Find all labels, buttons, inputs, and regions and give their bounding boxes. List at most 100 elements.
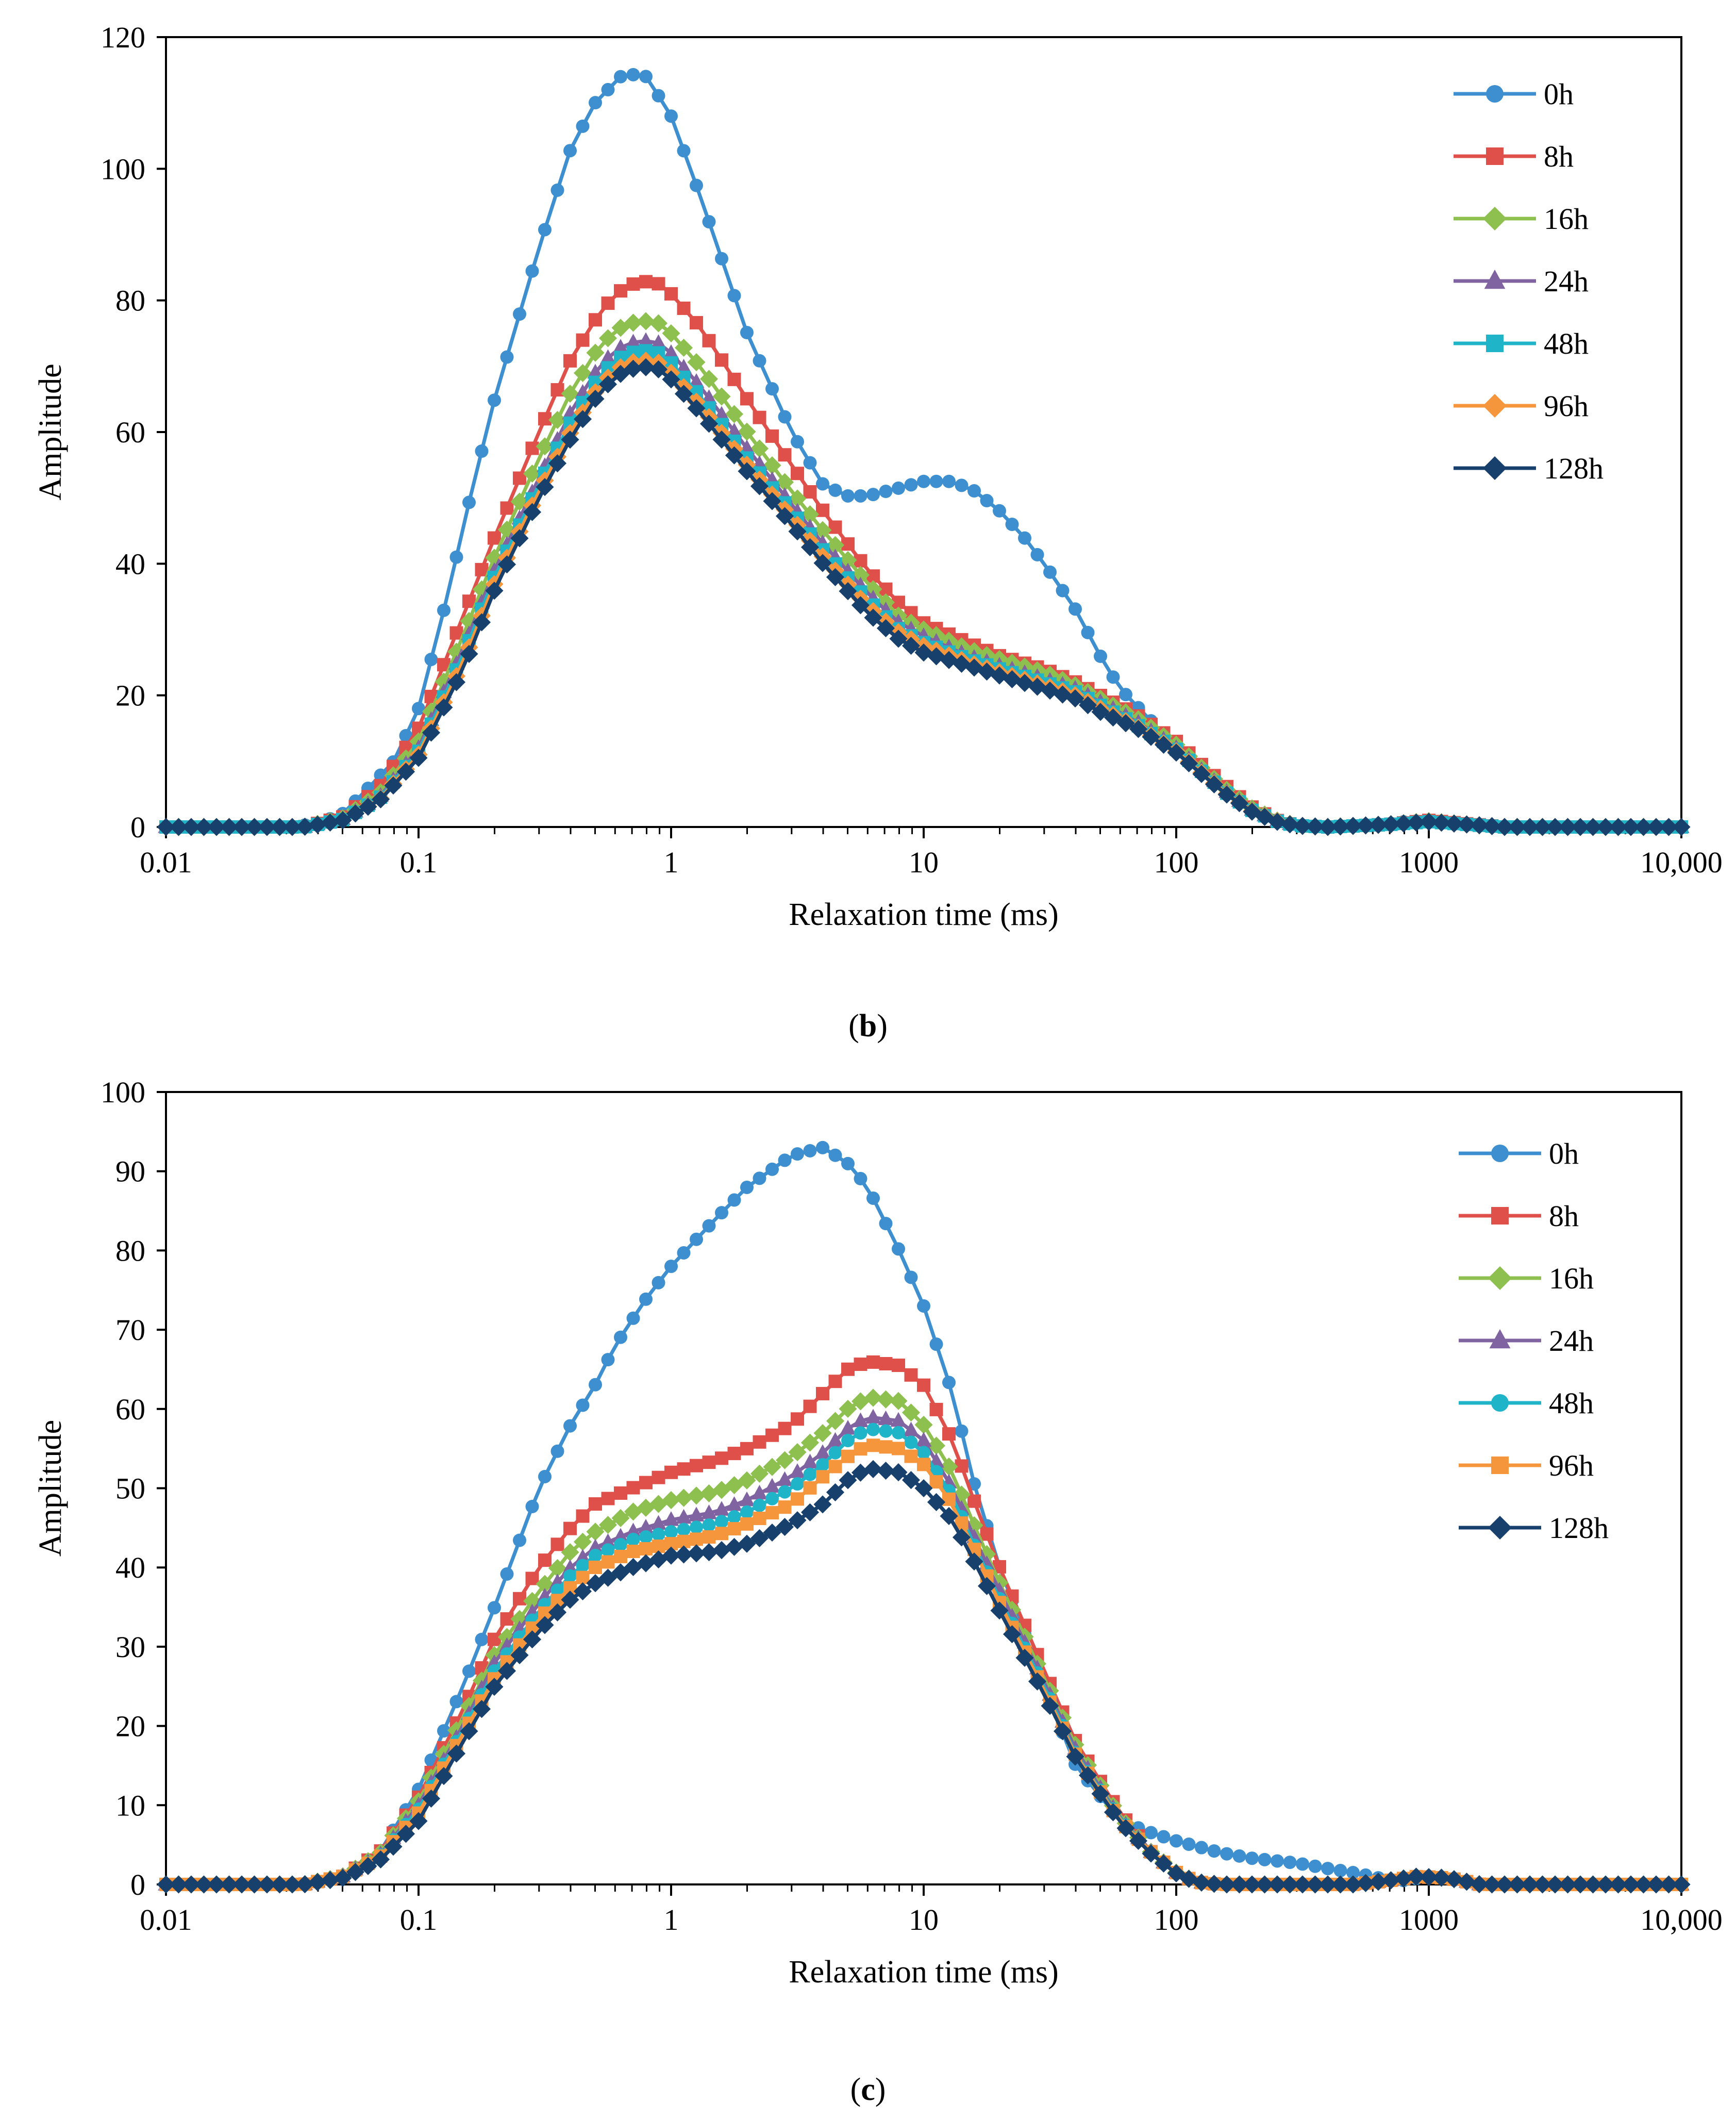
legend-entry-0h: 0h — [1459, 1137, 1579, 1170]
data-point-8h — [917, 1378, 930, 1392]
data-point-24h — [675, 1509, 692, 1524]
data-point-16h — [864, 1388, 882, 1407]
data-point-16h — [611, 1509, 630, 1528]
series-96h — [159, 1438, 1688, 1891]
x-tick-label: 1000 — [1399, 1903, 1459, 1937]
data-point-8h — [513, 1592, 526, 1606]
data-point-128h — [699, 415, 719, 433]
data-point-24h — [625, 1523, 642, 1538]
y-tick-label: 0 — [130, 810, 145, 844]
data-point-128h — [321, 813, 340, 832]
data-point-128h — [1167, 1864, 1186, 1883]
data-point-8h — [942, 1427, 956, 1441]
panel-label-b: b — [859, 1008, 877, 1044]
data-point-0h — [589, 96, 602, 110]
data-point-8h — [892, 1359, 905, 1372]
data-point-24h — [789, 1463, 806, 1478]
data-point-0h — [816, 477, 829, 491]
data-point-128h — [725, 1537, 744, 1556]
legend-label: 128h — [1549, 1511, 1609, 1545]
data-point-16h — [649, 314, 668, 333]
series-8h — [159, 275, 1688, 834]
data-point-8h — [614, 284, 627, 298]
data-point-48h — [765, 1492, 779, 1505]
data-point-0h — [828, 1148, 842, 1162]
y-tick-label: 80 — [115, 284, 145, 318]
y-tick-label: 100 — [101, 152, 145, 186]
data-point-24h — [688, 373, 705, 388]
data-point-0h — [525, 264, 539, 278]
data-point-16h — [561, 1543, 579, 1562]
data-point-128h — [422, 723, 441, 742]
legend-entry-0h: 0h — [1454, 77, 1574, 111]
data-point-16h — [914, 1415, 933, 1434]
data-point-128h — [662, 1546, 680, 1565]
data-point-128h — [1268, 813, 1287, 831]
data-point-128h — [624, 359, 643, 378]
data-point-48h — [626, 1532, 640, 1546]
data-point-0h — [589, 1378, 602, 1392]
data-point-128h — [586, 390, 605, 408]
data-point-128h — [1495, 1875, 1514, 1894]
data-point-24h — [638, 332, 654, 347]
data-point-0h — [993, 504, 1006, 518]
data-point-8h — [791, 1412, 804, 1426]
data-point-128h — [1420, 1868, 1438, 1887]
data-point-48h — [803, 1467, 817, 1481]
data-point-0h — [854, 489, 867, 503]
data-point-16h — [497, 520, 516, 539]
data-point-96h — [626, 1544, 640, 1558]
series-line-48h — [166, 1428, 1681, 1887]
data-point-128h — [308, 815, 327, 834]
data-point-128h — [396, 763, 415, 781]
data-point-8h — [904, 1368, 918, 1382]
data-point-16h — [637, 312, 655, 330]
data-point-128h — [1280, 815, 1299, 834]
data-point-16h — [775, 473, 794, 491]
series-16h — [157, 312, 1691, 836]
data-point-24h — [827, 1432, 844, 1447]
data-point-128h — [1394, 814, 1413, 833]
data-point-128h — [1647, 1875, 1665, 1894]
data-point-128h — [1659, 1875, 1678, 1894]
data-point-8h — [778, 1421, 792, 1435]
data-point-96h — [753, 1511, 766, 1525]
data-point-0h — [904, 478, 918, 492]
data-point-24h — [865, 1409, 881, 1424]
data-point-24h — [751, 1484, 768, 1500]
data-point-48h — [740, 1505, 754, 1519]
data-point-0h — [1081, 625, 1095, 639]
legend-label: 24h — [1549, 1324, 1594, 1358]
data-point-0h — [563, 144, 577, 158]
data-point-0h — [601, 82, 615, 96]
data-point-24h — [840, 1420, 856, 1435]
data-point-8h — [715, 1451, 728, 1465]
data-point-0h — [866, 488, 880, 502]
data-point-8h — [652, 1470, 665, 1484]
y-tick-label: 0 — [130, 1868, 145, 1901]
data-point-0h — [702, 215, 716, 229]
data-point-8h — [589, 1497, 602, 1511]
x-tick-label: 1000 — [1399, 846, 1459, 879]
data-point-128h — [1217, 1875, 1236, 1894]
data-point-16h — [536, 437, 554, 456]
data-point-0h — [677, 144, 691, 158]
data-point-24h — [612, 339, 629, 354]
data-point-128h — [573, 410, 592, 428]
data-point-8h — [841, 1362, 855, 1376]
data-point-128h — [485, 1678, 504, 1696]
x-axis-title: Relaxation time (ms) — [789, 897, 1058, 932]
data-point-48h — [727, 1510, 741, 1524]
legend-marker — [1488, 1516, 1512, 1540]
data-point-128h — [662, 370, 680, 389]
y-tick-label: 60 — [115, 416, 145, 449]
data-point-128h — [674, 385, 693, 403]
data-point-0h — [652, 89, 665, 103]
data-point-128h — [1647, 818, 1665, 836]
data-point-128h — [295, 817, 314, 836]
data-point-128h — [194, 1875, 213, 1894]
data-point-0h — [892, 1242, 905, 1256]
series-line-8h — [166, 279, 1681, 829]
data-point-0h — [462, 495, 476, 509]
data-point-128h — [157, 818, 175, 836]
